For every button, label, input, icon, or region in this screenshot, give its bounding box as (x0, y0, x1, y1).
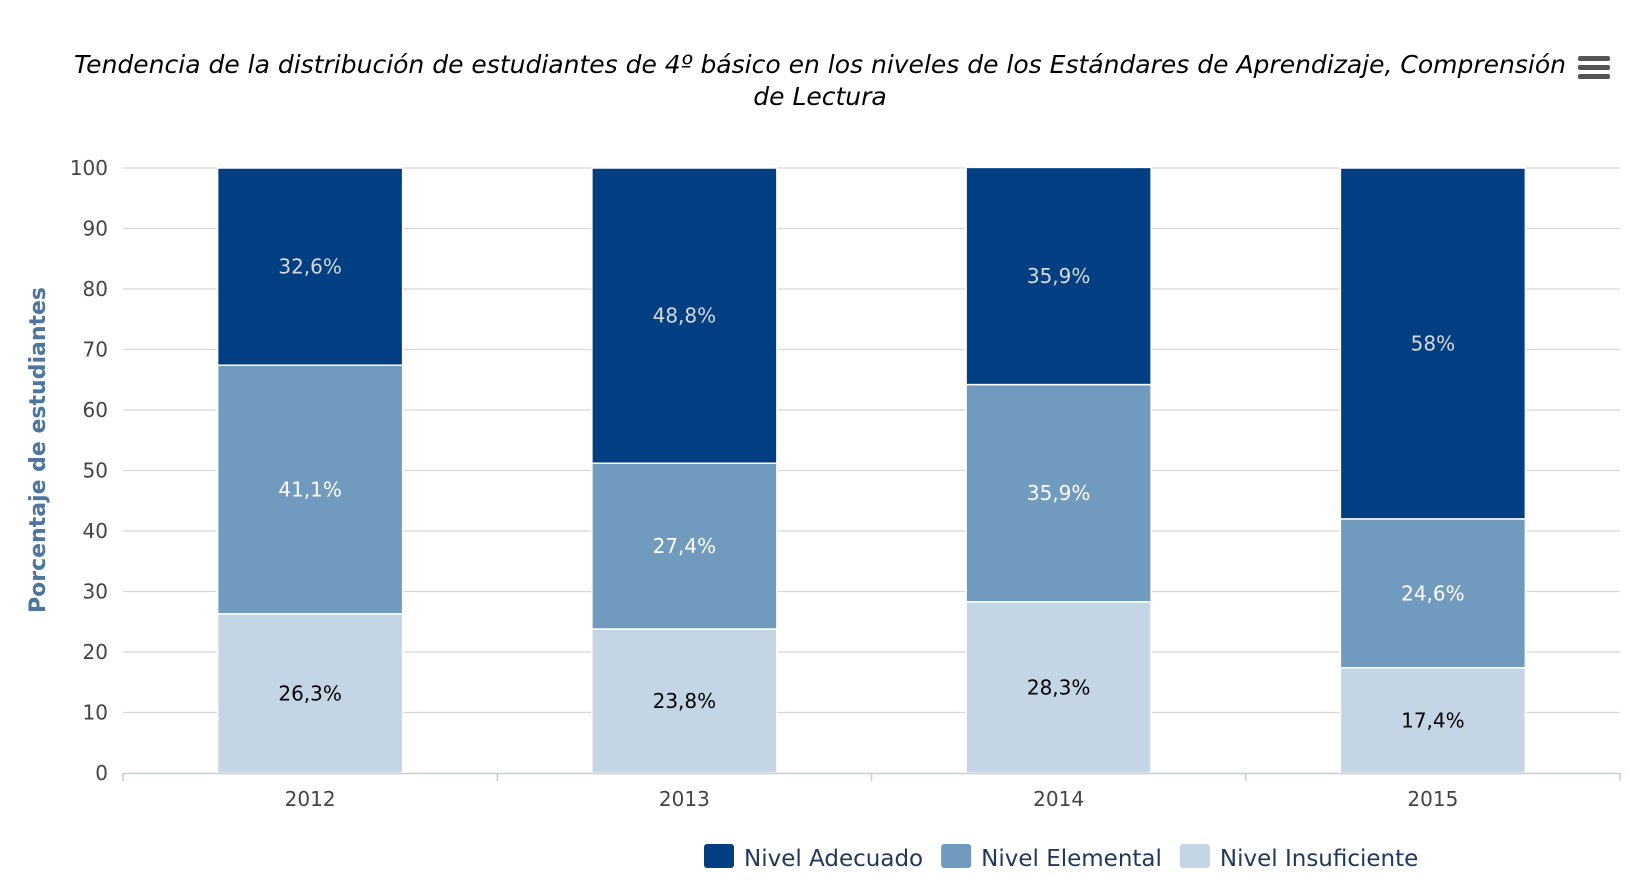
x-tick-label: 2015 (1407, 787, 1458, 811)
y-tick-label: 50 (83, 459, 108, 483)
data-label: 35,9% (1027, 264, 1091, 288)
legend-item[interactable]: Nivel Adecuado (704, 844, 923, 872)
y-tick-label: 40 (83, 519, 108, 543)
legend-item[interactable]: Nivel Elemental (941, 844, 1162, 872)
legend-swatch (941, 844, 972, 868)
y-tick-label: 90 (83, 217, 108, 241)
legend-swatch (704, 844, 734, 868)
data-label: 27,4% (653, 534, 717, 558)
bar-segment (591, 462, 778, 630)
bar-segment (591, 167, 778, 464)
data-label: 17,4% (1401, 708, 1465, 732)
y-tick-label: 10 (83, 701, 108, 725)
data-label: 58% (1411, 331, 1455, 355)
legend-swatch (1179, 844, 1210, 868)
x-tick-label: 2013 (659, 787, 710, 811)
y-axis-label: Porcentaje de estudiantes (26, 287, 51, 613)
bar-segment (1339, 518, 1527, 669)
chart-title-line-1: Tendencia de la distribución de estudian… (74, 50, 1566, 79)
legend-label: Nivel Insuficiente (1220, 846, 1418, 872)
chart-title-line-2: de Lectura (753, 82, 887, 111)
y-tick-label: 0 (95, 761, 108, 785)
bars: 26,3% 41,1% 32,6% 23,8% 27,4% 48,8% 28,3% 35,9%… (216, 166, 1527, 774)
data-label: 23,8% (653, 689, 717, 713)
legend: Nivel Adecuado Nivel Elemental Nivel Insuf… (704, 844, 1418, 872)
data-label: 48,8% (653, 304, 717, 328)
bar-segment (1339, 666, 1527, 774)
bar-segment (965, 601, 1152, 774)
legend-label: Nivel Adecuado (744, 846, 923, 872)
data-label: 32,6% (278, 255, 342, 279)
y-axis-ticks: 0 10 20 30 40 50 60 70 80 90 100 (70, 156, 108, 785)
bar-segment (591, 628, 778, 774)
x-axis: 2012 2013 2014 2015 (122, 772, 1621, 811)
x-tick-label: 2014 (1033, 787, 1084, 811)
y-tick-label: 100 (70, 156, 108, 180)
data-label: 35,9% (1027, 481, 1091, 505)
y-tick-label: 30 (83, 580, 108, 604)
bar-segment (216, 364, 404, 615)
hamburger-menu-icon[interactable] (1575, 52, 1611, 82)
y-tick-label: 20 (83, 640, 108, 664)
bar-segment (1339, 167, 1527, 520)
y-tick-label: 80 (83, 277, 108, 301)
bar-segment (216, 167, 404, 366)
legend-label: Nivel Elemental (981, 846, 1162, 872)
x-tick-label: 2012 (285, 787, 336, 811)
legend-item[interactable]: Nivel Insuficiente (1179, 844, 1418, 872)
data-label: 41,1% (278, 478, 342, 502)
data-label: 24,6% (1401, 581, 1465, 605)
bar-segment (965, 166, 1152, 386)
data-label: 28,3% (1027, 675, 1091, 699)
y-tick-label: 60 (83, 398, 108, 422)
data-label: 26,3% (278, 681, 342, 705)
bar-segment (965, 383, 1152, 603)
y-tick-label: 70 (83, 338, 108, 362)
